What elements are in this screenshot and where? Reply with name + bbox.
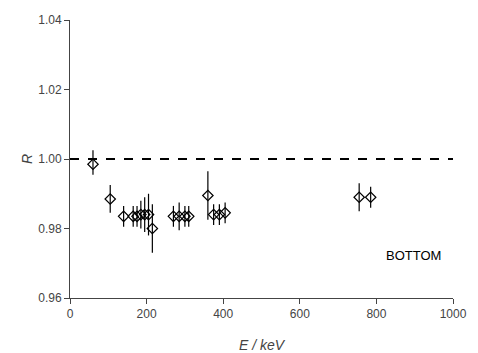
svg-text:0: 0	[67, 307, 74, 321]
svg-text:BOTTOM: BOTTOM	[386, 248, 441, 263]
svg-text:0.96: 0.96	[38, 291, 62, 305]
svg-text:600: 600	[290, 307, 310, 321]
svg-text:1.04: 1.04	[38, 13, 62, 27]
svg-text:1.02: 1.02	[38, 83, 62, 97]
svg-text:0.98: 0.98	[38, 222, 62, 236]
svg-text:400: 400	[213, 307, 233, 321]
svg-text:R: R	[19, 154, 35, 164]
svg-text:1000: 1000	[440, 307, 467, 321]
svg-text:800: 800	[366, 307, 386, 321]
svg-text:E / keV: E / keV	[239, 337, 286, 353]
svg-text:200: 200	[137, 307, 157, 321]
svg-text:1.00: 1.00	[38, 152, 62, 166]
